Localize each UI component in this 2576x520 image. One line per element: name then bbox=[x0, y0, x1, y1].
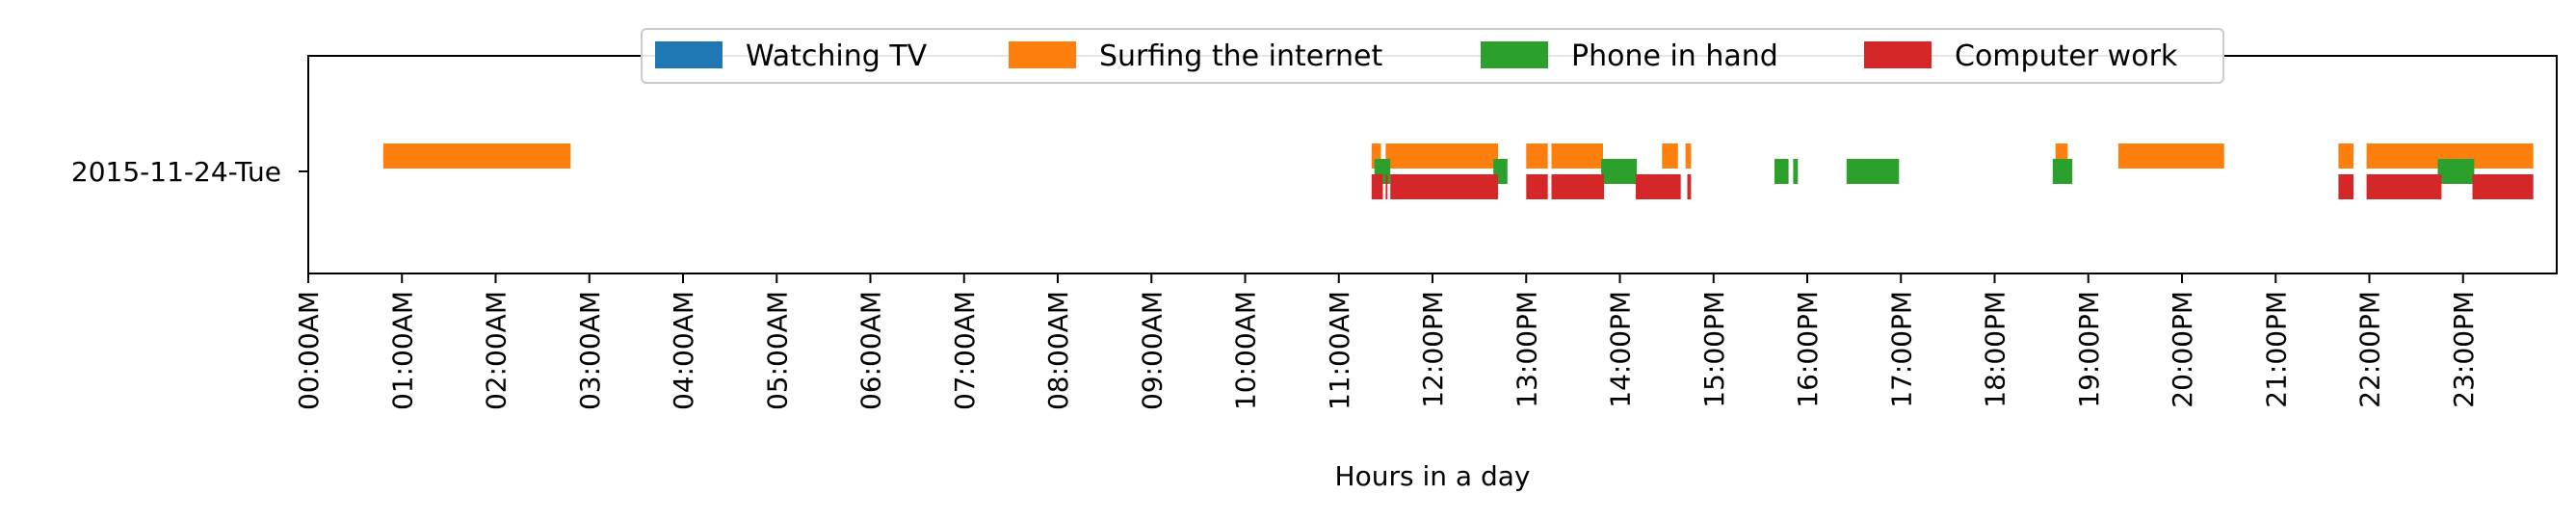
x-tick-label-1: 01:00AM bbox=[386, 291, 418, 410]
bar-surfing-the-internet-2 bbox=[1385, 143, 1499, 169]
x-tick-label-18: 18:00PM bbox=[1980, 291, 2011, 408]
x-tick-label-3: 03:00AM bbox=[574, 291, 606, 410]
legend-label-2: Phone in hand bbox=[1571, 39, 1778, 73]
x-tick-label-9: 09:00AM bbox=[1136, 291, 1168, 410]
bars-layer bbox=[382, 143, 2534, 199]
x-tick-label-14: 14:00PM bbox=[1605, 291, 1637, 408]
bar-surfing-the-internet-5 bbox=[1662, 143, 1678, 169]
legend-swatch-1 bbox=[1009, 41, 1076, 68]
bar-computer-work-3 bbox=[1526, 174, 1548, 199]
bar-surfing-the-internet-0 bbox=[382, 143, 571, 169]
x-tick-label-8: 08:00AM bbox=[1042, 291, 1074, 410]
x-tick-label-4: 04:00AM bbox=[668, 291, 699, 410]
x-tick-label-20: 20:00PM bbox=[2167, 291, 2198, 408]
bar-phone-in-hand-7 bbox=[2437, 159, 2475, 184]
bar-computer-work-8 bbox=[2366, 174, 2442, 199]
x-tick-label-0: 00:00AM bbox=[293, 291, 325, 410]
x-tick-label-11: 11:00AM bbox=[1324, 291, 1355, 410]
bar-phone-in-hand-5 bbox=[1846, 159, 1900, 184]
x-tick-label-21: 21:00PM bbox=[2260, 291, 2292, 408]
x-tick-label-22: 22:00PM bbox=[2354, 291, 2386, 408]
y-tick-label-0: 2015-11-24-Tue bbox=[71, 156, 281, 188]
x-tick-label-17: 17:00PM bbox=[1885, 291, 1917, 408]
bar-surfing-the-internet-6 bbox=[1685, 143, 1692, 169]
bar-computer-work-5 bbox=[1636, 174, 1681, 199]
bar-surfing-the-internet-3 bbox=[1526, 143, 1548, 169]
x-tick-label-13: 13:00PM bbox=[1511, 291, 1542, 408]
bar-computer-work-2 bbox=[1390, 174, 1498, 199]
x-tick-label-23: 23:00PM bbox=[2448, 291, 2480, 408]
legend-label-1: Surfing the internet bbox=[1099, 39, 1382, 73]
bar-surfing-the-internet-1 bbox=[1371, 143, 1381, 169]
legend-label-3: Computer work bbox=[1955, 39, 2178, 73]
legend-swatch-3 bbox=[1864, 41, 1932, 68]
x-tick-label-19: 19:00PM bbox=[2073, 291, 2105, 408]
x-tick-label-15: 15:00PM bbox=[1698, 291, 1730, 408]
x-tick-label-6: 06:00AM bbox=[855, 291, 887, 410]
x-tick-label-10: 10:00AM bbox=[1230, 291, 1262, 410]
bar-computer-work-4 bbox=[1551, 174, 1604, 199]
bar-phone-in-hand-2 bbox=[1601, 159, 1638, 184]
x-tick-label-5: 05:00AM bbox=[761, 291, 793, 410]
bar-computer-work-1 bbox=[1385, 174, 1388, 199]
x-tick-label-7: 07:00AM bbox=[949, 291, 981, 410]
x-axis: 00:00AM 01:00AM 02:00AM 03:00AM 04:00AM 05:00… bbox=[293, 273, 2480, 410]
legend-swatch-2 bbox=[1481, 41, 1548, 68]
bar-phone-in-hand-3 bbox=[1774, 159, 1789, 184]
legend-items: Watching TV Surfing the internet Phone in … bbox=[655, 39, 2178, 73]
legend: Watching TV Surfing the internet Phone in … bbox=[641, 28, 2224, 84]
legend-swatch-0 bbox=[655, 41, 723, 68]
x-tick-label-2: 02:00AM bbox=[481, 291, 513, 410]
x-tick-label-16: 16:00PM bbox=[1792, 291, 1824, 408]
bar-surfing-the-internet-9 bbox=[2338, 143, 2353, 169]
x-axis-label: Hours in a day bbox=[1335, 460, 1531, 492]
bar-computer-work-7 bbox=[2338, 174, 2353, 199]
bar-phone-in-hand-6 bbox=[2052, 159, 2073, 184]
bar-surfing-the-internet-8 bbox=[2117, 143, 2224, 169]
bar-computer-work-6 bbox=[1687, 174, 1692, 199]
bar-surfing-the-internet-4 bbox=[1551, 143, 1603, 169]
legend-label-0: Watching TV bbox=[746, 39, 928, 73]
x-tick-label-12: 12:00PM bbox=[1417, 291, 1449, 408]
bar-phone-in-hand-4 bbox=[1793, 159, 1799, 184]
bar-computer-work-9 bbox=[2472, 174, 2534, 199]
y-axis: 2015-11-24-Tue bbox=[71, 156, 308, 188]
bar-computer-work-0 bbox=[1371, 174, 1383, 199]
